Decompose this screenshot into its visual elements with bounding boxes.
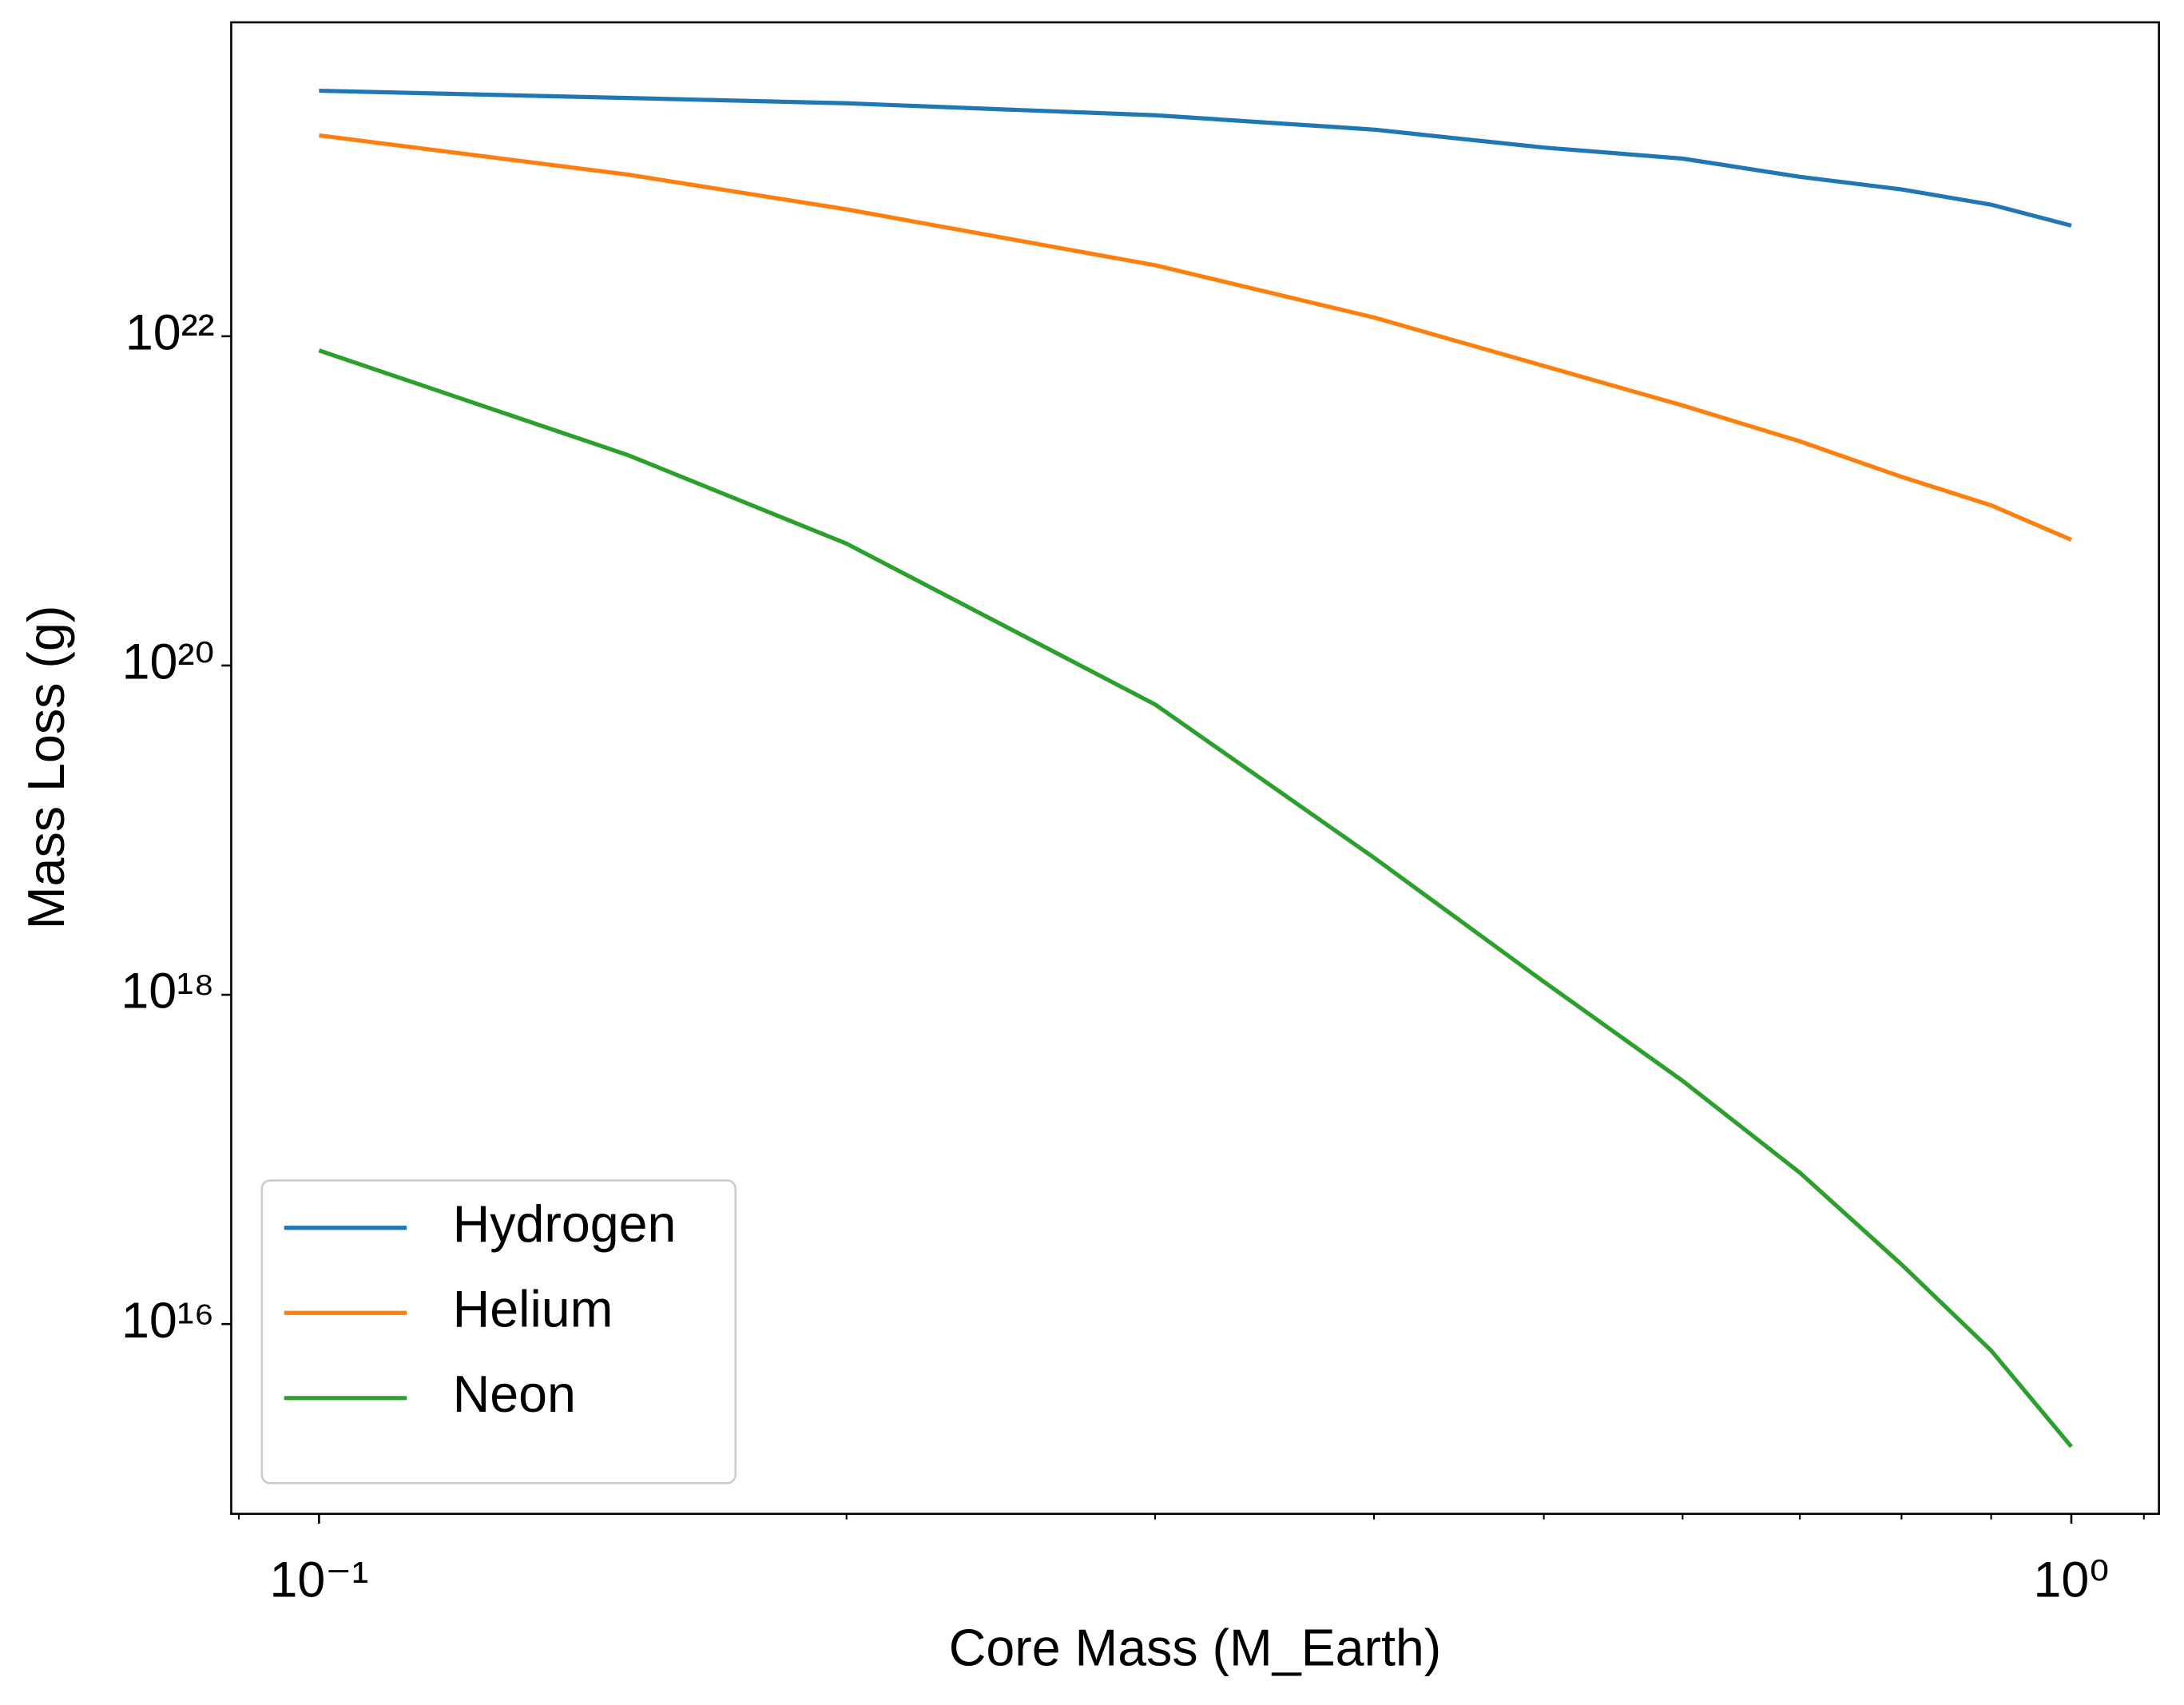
legend-box (260, 1179, 737, 1484)
x-axis-label: Core Mass (M_Earth) (949, 1620, 1441, 1677)
y-tick-label: 10²² (125, 304, 215, 360)
legend-label: Neon (453, 1365, 576, 1423)
legend-label: Hydrogen (453, 1195, 677, 1253)
x-tick-label: 10⁰ (2033, 1552, 2109, 1608)
series-line (318, 348, 2073, 1449)
y-tick-label: 10¹⁶ (121, 1293, 215, 1349)
series-line (319, 133, 2072, 542)
series-line (319, 88, 2072, 228)
x-tick-label: 10⁻¹ (269, 1552, 368, 1608)
y-tick-label: 10¹⁸ (121, 964, 214, 1019)
y-axis-label: Mass Loss (g) (18, 606, 75, 930)
y-tick-label: 10²⁰ (122, 634, 215, 690)
legend-label: Helium (453, 1280, 614, 1337)
plot-frame (230, 21, 2160, 1516)
